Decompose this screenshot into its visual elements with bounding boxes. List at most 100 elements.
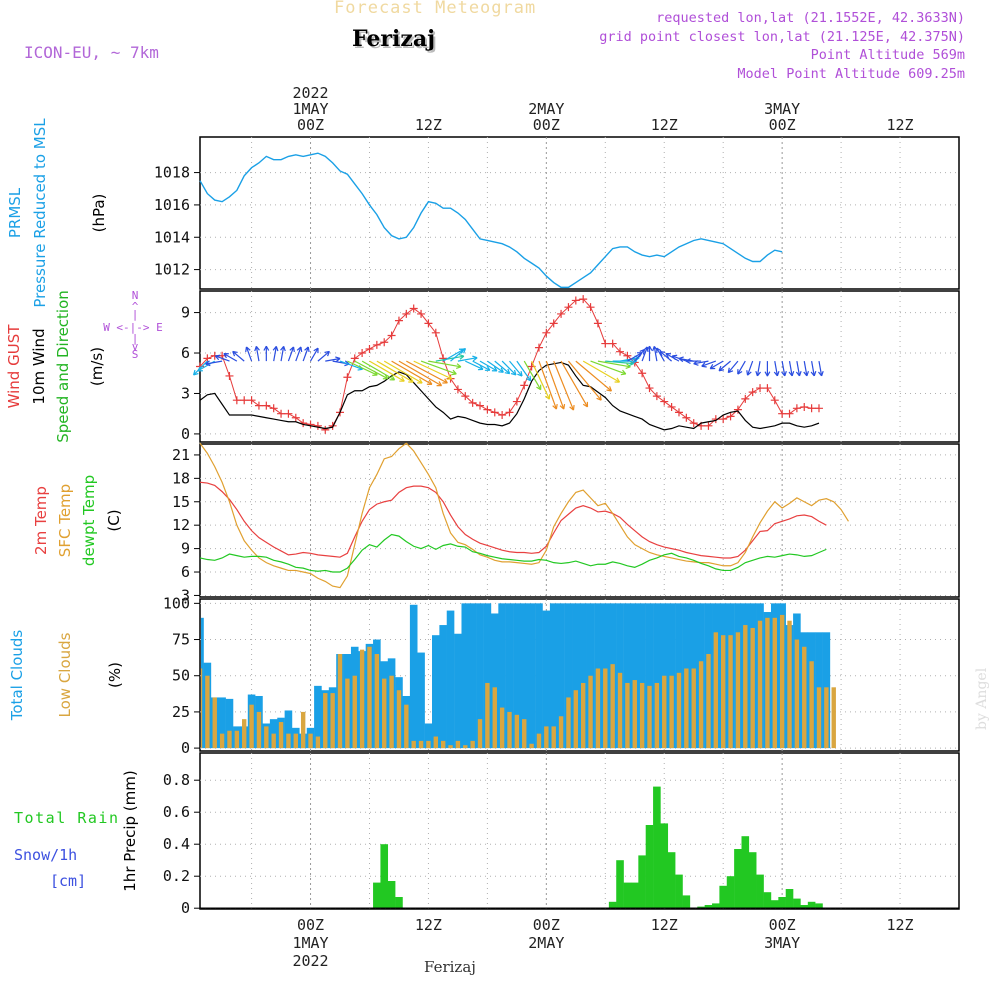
top-time-label: 2022 [292, 84, 328, 102]
low-cloud-bar [219, 733, 225, 749]
wind-arrow-head [659, 350, 666, 357]
low-cloud-bar [205, 675, 210, 749]
gust-marker [814, 404, 823, 413]
low-cloud-bar [720, 635, 726, 749]
wind-arrow [693, 360, 709, 365]
wind-arrow-head [582, 401, 589, 408]
low-cloud-bar [396, 690, 402, 749]
rain-bar [638, 855, 646, 909]
wind-arrow [413, 360, 453, 380]
low-cloud-bar [234, 730, 240, 749]
wind-arrow-head [442, 378, 448, 384]
low-cloud-bar [765, 617, 770, 749]
wind-arrow [255, 346, 260, 362]
wind-arrow [545, 360, 565, 410]
wind-arrow [781, 361, 786, 376]
wind-arrow-head [472, 355, 478, 362]
low-cloud-bar [470, 740, 475, 749]
gust-marker [476, 401, 485, 410]
low-cloud-bar [580, 682, 586, 749]
gust-marker [763, 384, 772, 393]
wind-arrow [796, 361, 801, 376]
low-cloud-bar [831, 687, 836, 749]
total-cloud-bar [483, 603, 492, 749]
rain-bar [387, 881, 396, 909]
gust-marker [468, 398, 477, 407]
rain-bar [785, 889, 794, 909]
gust-marker [358, 349, 367, 358]
gust-marker [704, 421, 713, 430]
total-cloud-bar [476, 603, 484, 749]
wind-arrow [605, 360, 634, 365]
y-tick-label: 1016 [154, 196, 190, 214]
low-cloud-bar [809, 661, 814, 749]
side-label: [cm] [50, 872, 86, 890]
low-cloud-bar [286, 733, 291, 749]
wind-arrow [205, 360, 223, 365]
panel-frame-clouds [199, 598, 960, 752]
footer-place: Ferizaj [424, 958, 476, 976]
y-tick-label: 0 [181, 899, 190, 917]
wind-arrow-head [263, 345, 270, 351]
low-cloud-bar [433, 736, 439, 749]
wind-arrow [465, 360, 484, 370]
side-label: Snow/1h [14, 846, 77, 864]
gust-marker [490, 408, 499, 417]
wind-arrow-head [552, 403, 558, 410]
gust-marker [394, 316, 403, 325]
wind-arrow-head [646, 345, 653, 351]
wind-arrow-head [737, 369, 743, 375]
low-cloud-bar [278, 722, 284, 749]
top-time-label: 3MAY [764, 100, 800, 118]
low-cloud-bar [750, 627, 755, 749]
rain-bar [793, 898, 801, 909]
low-cloud-bar [293, 733, 298, 749]
gust-marker [203, 354, 212, 363]
wind-arrow-head [232, 350, 238, 357]
total-cloud-bar [424, 723, 433, 749]
wind-arrow-head [491, 366, 498, 372]
wind-arrow [347, 360, 378, 376]
grid-point-coordinates: grid point closest lon,lat (21.125E, 42.… [599, 29, 965, 45]
y-tick-label: 25 [172, 703, 190, 721]
wind-arrow [818, 361, 823, 376]
wind-arrow [494, 360, 511, 375]
low-cloud-bar [698, 661, 704, 749]
wind-compass-label: N [132, 289, 139, 302]
y-tick-label: 75 [172, 631, 190, 649]
wind-arrow-head [451, 369, 457, 376]
rain-bar [395, 897, 403, 909]
wind-arrow-head [803, 370, 810, 377]
rain-bar [682, 895, 691, 909]
point-altitude: Point Altitude 569m [810, 47, 965, 63]
wind-arrow-head [389, 375, 396, 381]
gust-marker [608, 339, 617, 348]
wind-arrow [509, 360, 523, 377]
y-tick-label: 50 [172, 667, 190, 685]
wind-arrow-head [417, 378, 423, 384]
watermark: by Angel [974, 667, 990, 730]
rain-bar [800, 905, 809, 909]
total-cloud-bar [564, 603, 573, 749]
wind-arrow [354, 360, 389, 380]
wind-arrow-head [685, 358, 691, 365]
gust-marker [512, 397, 521, 406]
gust-marker [593, 319, 602, 328]
y-tick-label: 0.8 [163, 771, 190, 789]
total-cloud-bar [667, 603, 676, 749]
y-tick-label: 15 [172, 493, 190, 511]
gust-marker [571, 296, 580, 305]
wind-arrow-head [193, 369, 199, 376]
wind-arrow-head [399, 376, 405, 382]
wind-arrow [746, 360, 754, 376]
total-cloud-bar [201, 617, 204, 749]
total-cloud-bar [218, 697, 226, 749]
wind-arrow [523, 360, 542, 390]
wind-arrow [280, 346, 285, 362]
low-cloud-bar [264, 726, 269, 749]
total-cloud-bar [660, 603, 669, 749]
wind-arrow [727, 360, 739, 373]
low-cloud-bar [440, 740, 446, 749]
wind-arrow [597, 360, 631, 368]
